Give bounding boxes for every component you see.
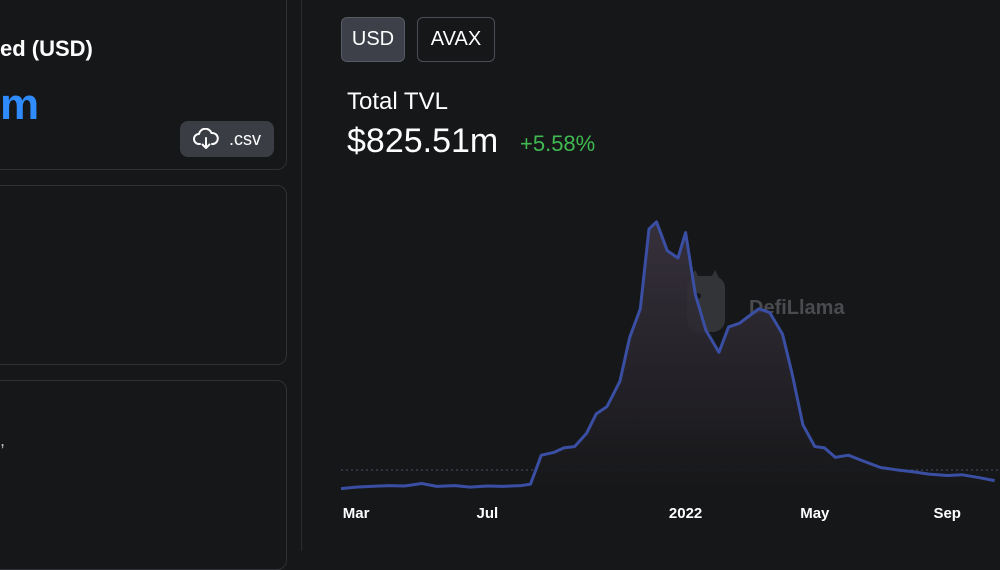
defillama-watermark: DefiLlama	[687, 270, 845, 332]
x-tick-label: 2022	[669, 505, 702, 522]
tvl-title: Total TVL	[347, 88, 448, 115]
x-axis-ticks: Mar Jul 2022 May Sep	[343, 505, 961, 522]
x-tick-label: Jul	[477, 505, 499, 522]
tvl-area-chart[interactable]: DefiLlama Mar Jul 2022 May Sep	[303, 0, 1000, 551]
tvl-area-fill	[341, 221, 995, 491]
usd-toggle-button[interactable]: USD	[341, 17, 405, 62]
left-column: ed (USD) m .csv ,	[0, 0, 302, 570]
x-tick-label: Mar	[343, 505, 370, 522]
download-csv-button[interactable]: .csv	[180, 121, 274, 157]
download-csv-label: .csv	[228, 128, 261, 149]
summary-value: m	[0, 80, 39, 129]
avax-toggle-button[interactable]: AVAX	[417, 17, 495, 62]
info-panel	[0, 185, 287, 365]
tvl-chart-panel: USD AVAX Total TVL $825.51m +5.58% DefiL…	[303, 0, 1000, 551]
info-panel-lower	[0, 380, 287, 570]
cloud-download-icon	[193, 128, 219, 150]
x-tick-label: May	[800, 505, 830, 522]
partial-glyph: ,	[0, 430, 6, 450]
watermark-text: DefiLlama	[749, 297, 845, 319]
tvl-value: $825.51m	[347, 122, 499, 160]
tvl-change: +5.58%	[520, 131, 596, 156]
x-tick-label: Sep	[933, 505, 961, 522]
tvl-series-line	[340, 220, 995, 491]
summary-label: ed (USD)	[0, 36, 93, 61]
